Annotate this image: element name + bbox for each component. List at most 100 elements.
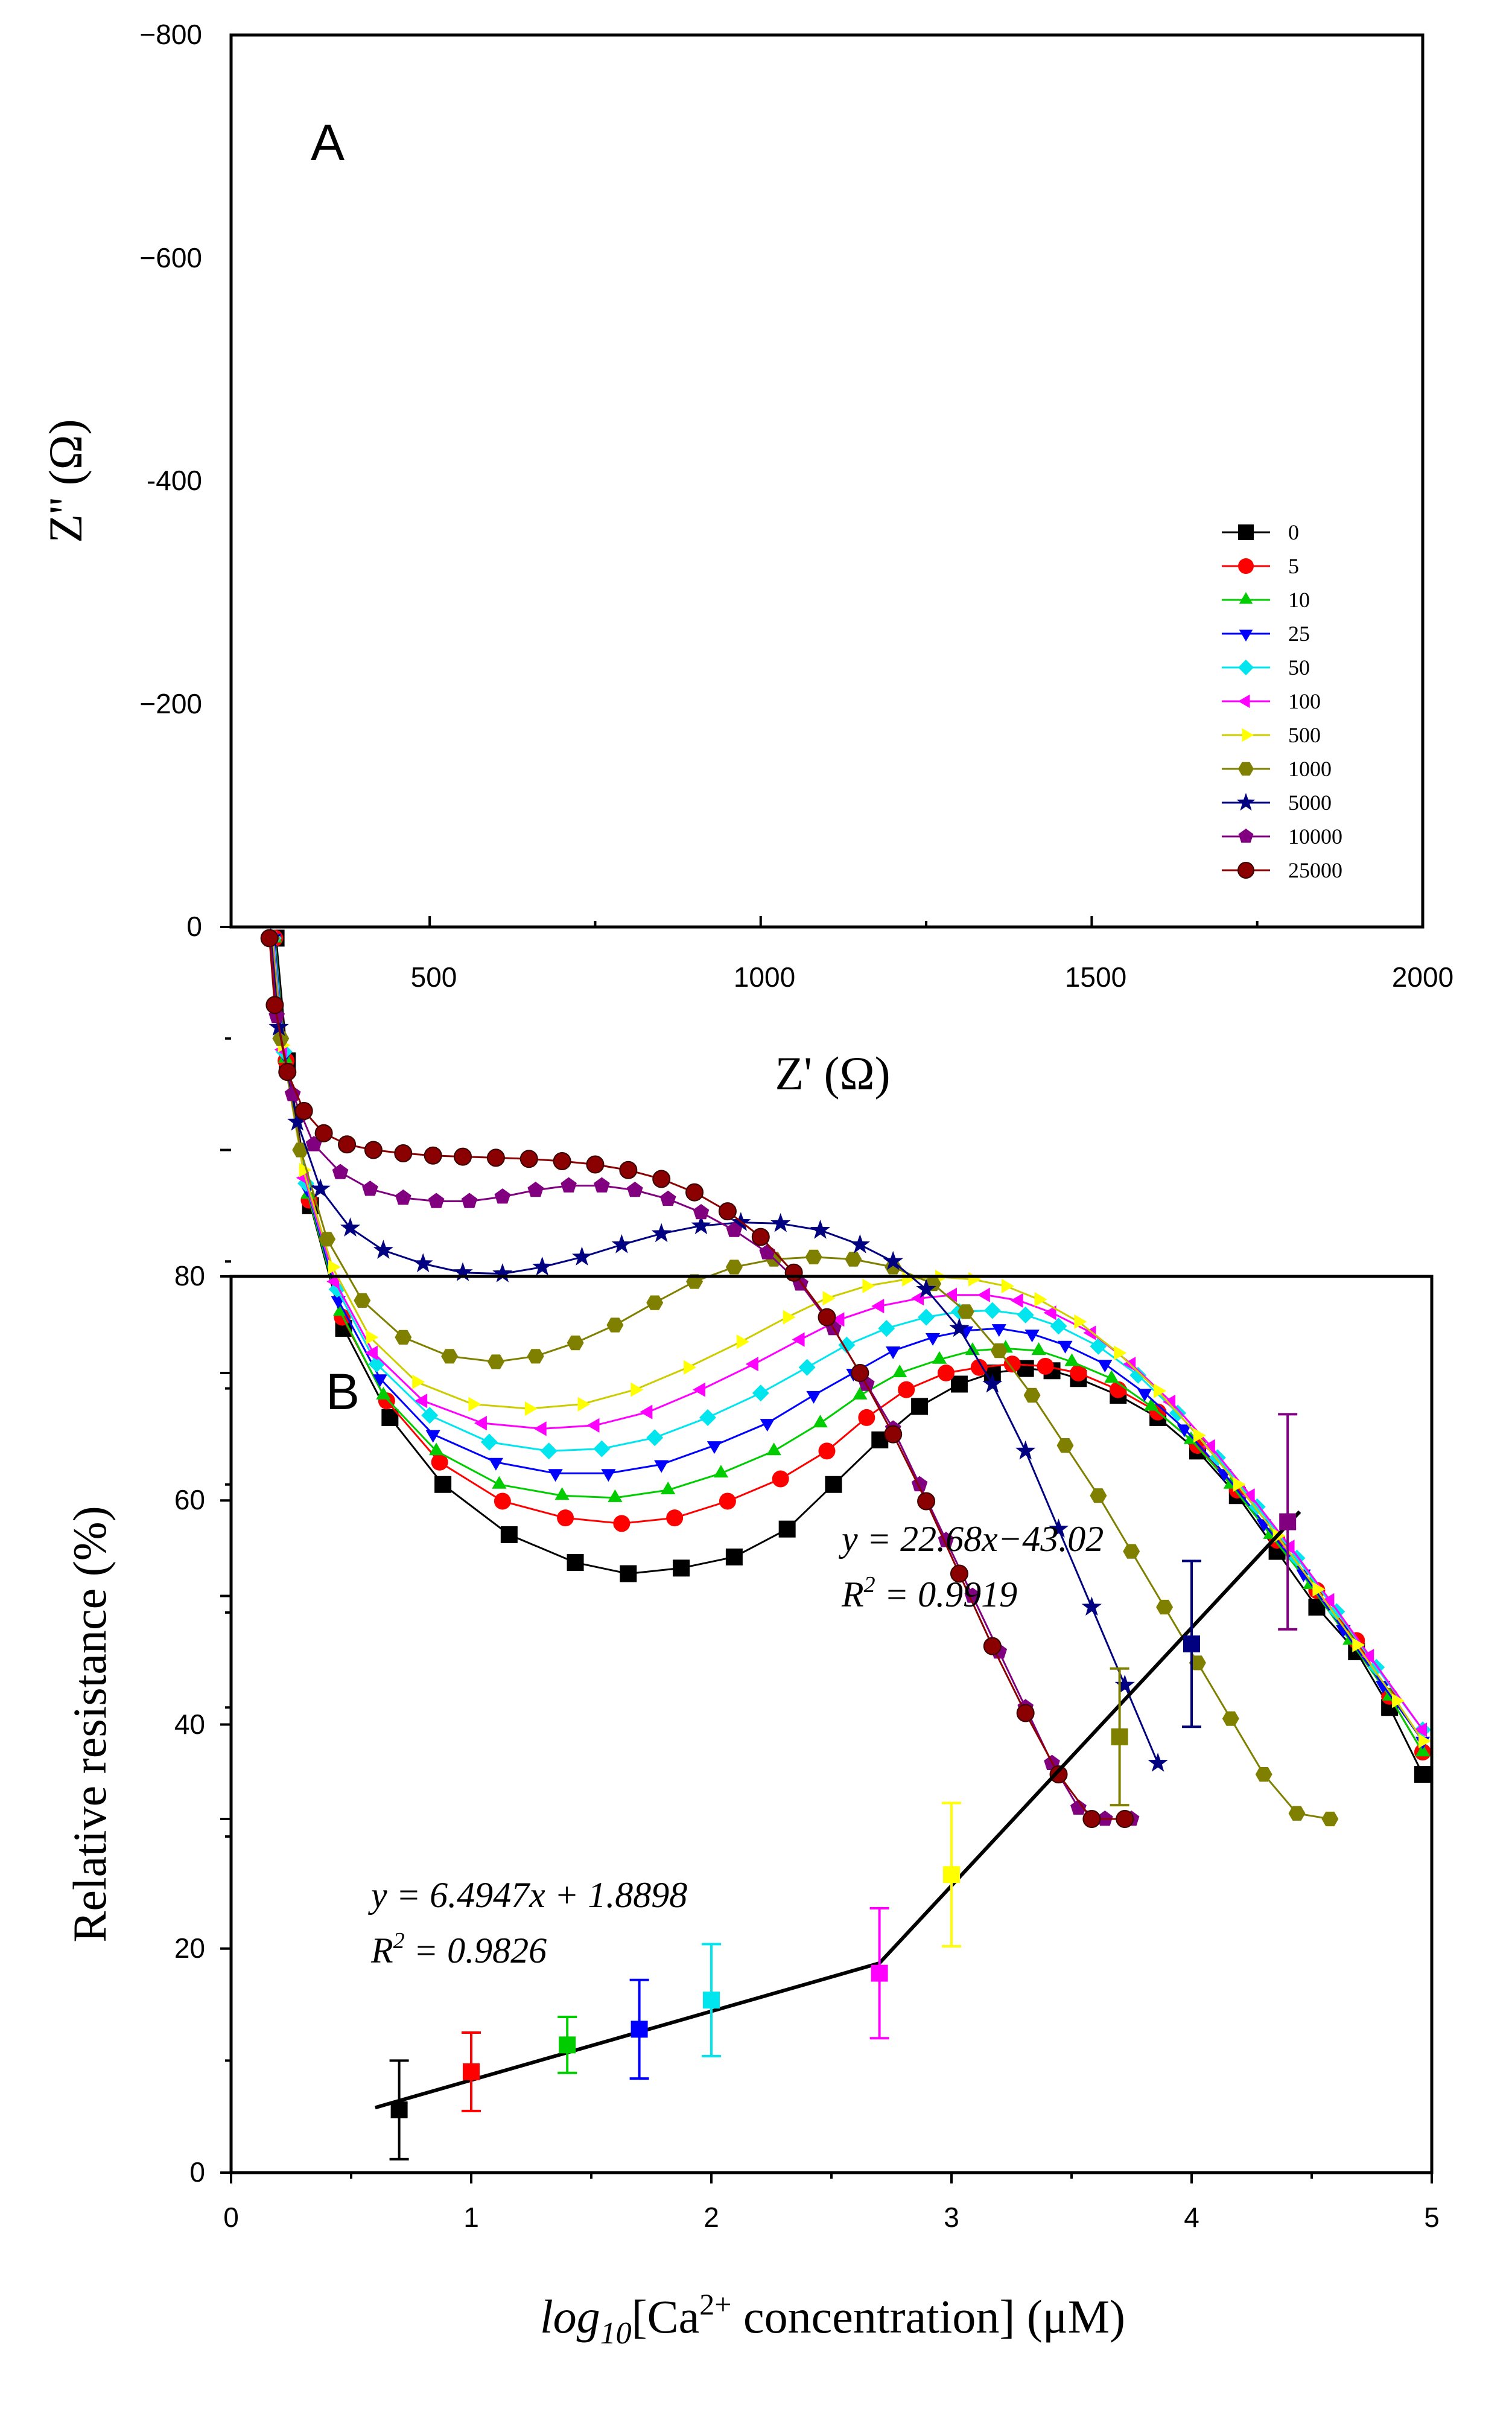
data-point <box>1064 1353 1079 1366</box>
data-point <box>805 1249 822 1264</box>
data-point <box>838 1336 856 1354</box>
panel-a-legend: 0 5 10 25 50 100 500 1000 5000 10000 25000 <box>1222 520 1342 882</box>
data-point <box>319 1232 336 1247</box>
b-ytick-label: 40 <box>174 1709 205 1740</box>
data-point <box>1414 1722 1427 1737</box>
legend-label-5: 5 <box>1288 554 1299 578</box>
data-point <box>340 1217 361 1237</box>
data-point <box>631 2021 648 2038</box>
data-point <box>884 1425 903 1444</box>
data-point <box>853 1386 868 1400</box>
b-ytick-label: 20 <box>174 1932 205 1964</box>
data-point <box>693 1204 710 1220</box>
data-point <box>798 1358 816 1376</box>
data-point <box>424 1146 442 1165</box>
data-point <box>1024 1330 1040 1343</box>
data-point <box>567 1336 584 1351</box>
series-25000 <box>260 929 1134 1828</box>
data-point <box>911 1398 929 1415</box>
data-point <box>898 1381 915 1398</box>
data-point <box>684 1360 697 1375</box>
data-point <box>395 1189 411 1205</box>
data-point <box>673 1559 690 1577</box>
data-point <box>608 1489 623 1502</box>
data-point <box>883 1250 903 1270</box>
legend-label-0: 0 <box>1288 520 1299 544</box>
data-point <box>415 1393 428 1409</box>
data-point <box>943 1866 960 1884</box>
legend-label-25: 25 <box>1288 622 1310 646</box>
legend-marker-50 <box>1238 660 1254 675</box>
data-point <box>619 1161 638 1179</box>
data-point <box>494 1492 511 1510</box>
data-point <box>412 1374 425 1389</box>
data-point <box>685 1183 704 1202</box>
data-point <box>725 1548 743 1565</box>
data-point <box>1392 1693 1405 1709</box>
data-point <box>792 1332 805 1347</box>
legend-marker-5000 <box>1236 792 1256 811</box>
data-point <box>354 1293 371 1308</box>
data-point <box>1082 1810 1101 1828</box>
data-point-group <box>389 2059 409 2161</box>
panel-b-points <box>389 1413 1298 2161</box>
legend-marker-25 <box>1239 629 1253 642</box>
data-point <box>858 1409 875 1426</box>
data-point <box>554 1487 570 1500</box>
data-point <box>892 1365 907 1377</box>
data-point <box>703 1992 720 2009</box>
data-point-group <box>702 1943 721 2057</box>
r-squared-low-range: R2 = 0.9826 <box>370 1928 547 1970</box>
panel-a-letter: A <box>311 114 345 171</box>
data-point <box>1015 1440 1036 1460</box>
a-xtick-label: 500 <box>411 961 457 993</box>
data-point <box>487 1354 504 1369</box>
data-point <box>1070 1365 1087 1381</box>
data-point <box>463 2063 480 2080</box>
data-point <box>652 1170 671 1188</box>
series-10000 <box>262 929 1140 1826</box>
b-y-axis-title: Relative resistance (%) <box>63 1506 116 1942</box>
data-point <box>431 1453 448 1471</box>
data-point <box>1376 1681 1391 1694</box>
data-point <box>719 1492 736 1510</box>
data-point <box>278 1063 297 1081</box>
data-point <box>693 1382 705 1397</box>
legend-label-50: 50 <box>1288 655 1310 680</box>
data-point <box>810 1220 831 1239</box>
data-point <box>429 1442 444 1456</box>
data-point <box>806 1390 821 1404</box>
data-point <box>1017 1306 1034 1323</box>
data-point <box>1074 1314 1087 1330</box>
data-point <box>1081 1596 1102 1616</box>
data-point <box>661 1482 676 1494</box>
data-point <box>938 1365 955 1381</box>
data-point <box>631 1382 644 1397</box>
data-point <box>593 1440 611 1457</box>
data-point-group <box>869 1906 889 2040</box>
data-point <box>577 1397 591 1412</box>
data-point <box>500 1526 518 1543</box>
data-point <box>964 1587 981 1603</box>
data-point <box>1058 1340 1073 1354</box>
data-point <box>1111 1728 1128 1745</box>
data-point <box>646 1429 664 1447</box>
data-point-group <box>1110 1667 1129 1807</box>
data-point <box>294 1101 313 1120</box>
panel-a-ticks <box>220 916 1424 1820</box>
data-point <box>1129 1366 1147 1384</box>
data-point <box>825 1476 842 1493</box>
legend-marker-5 <box>1238 558 1254 574</box>
data-point <box>759 1244 776 1260</box>
data-point <box>950 1375 968 1393</box>
data-point <box>284 1086 301 1101</box>
data-point <box>561 1177 577 1193</box>
fit-line-0 <box>374 1961 880 2110</box>
data-point <box>586 1155 605 1174</box>
data-point <box>983 1637 1002 1655</box>
data-point <box>372 1374 387 1387</box>
data-point <box>766 1442 781 1456</box>
data-point <box>778 1520 796 1538</box>
b-ytick-label: 0 <box>189 2156 205 2188</box>
